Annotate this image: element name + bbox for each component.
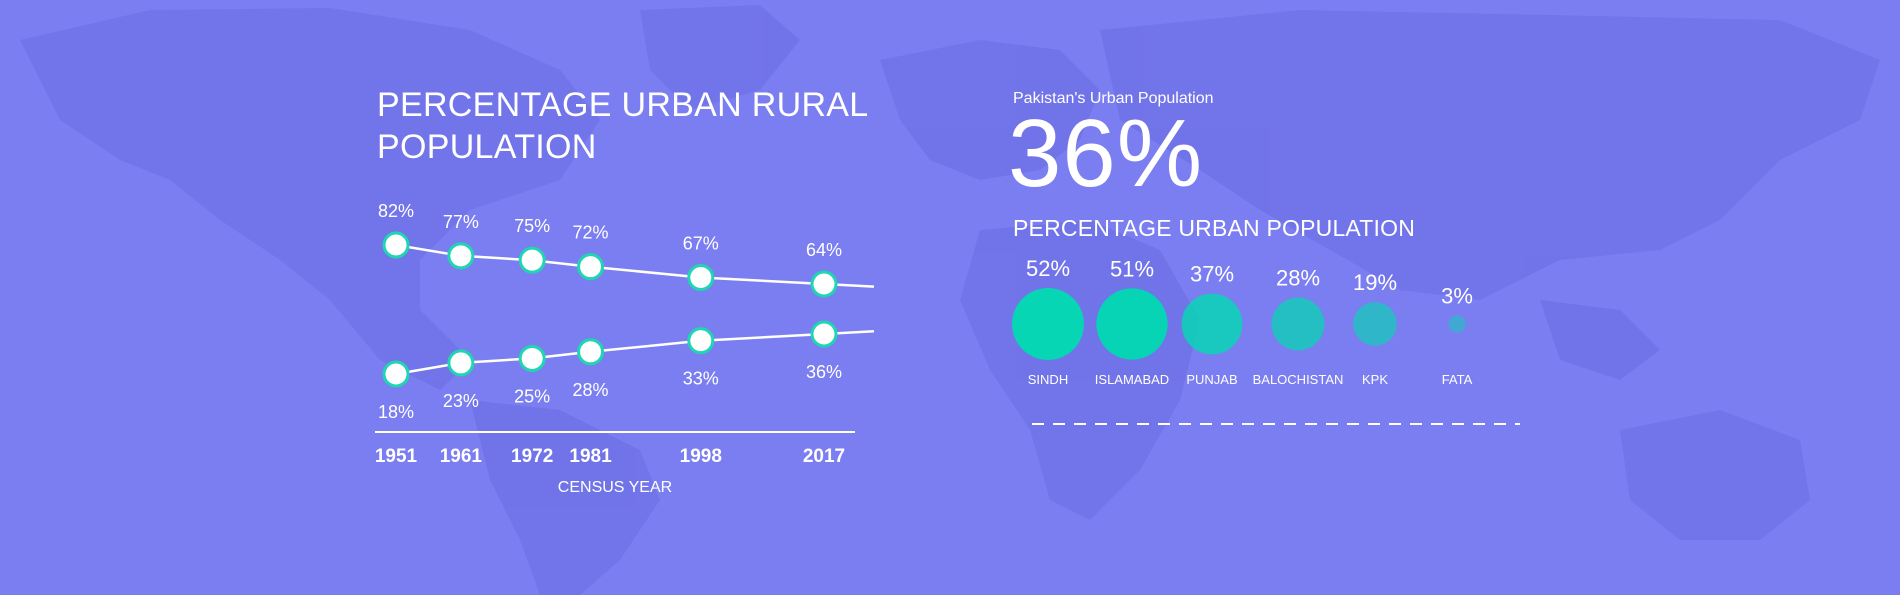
data-point — [577, 338, 605, 366]
data-point — [687, 327, 715, 355]
x-tick-label: 1961 — [440, 446, 483, 467]
southeast-asia-shape — [1540, 300, 1660, 380]
data-point — [382, 231, 410, 259]
bubble-value-label: 3% — [1441, 283, 1473, 308]
data-point — [810, 320, 838, 348]
asia-shape — [1100, 10, 1880, 300]
data-label: 72% — [573, 223, 609, 243]
urban-population-subtitle: Pakistan's Urban Population — [1013, 90, 1214, 107]
bubble-category-label: FATA — [1442, 372, 1473, 387]
bubble-fata — [1448, 315, 1466, 333]
data-point — [382, 360, 410, 388]
data-label: 75% — [514, 216, 550, 236]
data-label: 67% — [683, 234, 719, 254]
data-point — [447, 349, 475, 377]
europe-shape — [880, 40, 1100, 180]
data-label: 77% — [443, 212, 479, 232]
data-label: 25% — [514, 386, 550, 406]
data-point — [518, 246, 546, 274]
north-america-shape — [20, 8, 600, 390]
bubble-category-label: PUNJAB — [1186, 372, 1237, 387]
bubble-islamabad — [1096, 288, 1168, 360]
greenland-shape — [640, 5, 800, 110]
bubble-chart-title: PERCENTAGE URBAN POPULATION — [1013, 215, 1416, 241]
x-tick-label: 1951 — [375, 446, 418, 467]
bubble-category-label: KPK — [1362, 372, 1388, 387]
x-axis-label: CENSUS YEAR — [558, 479, 672, 496]
x-tick-label: 1981 — [569, 446, 612, 467]
chart-title: PERCENTAGE URBAN RURAL POPULATION — [377, 86, 868, 166]
data-label: 28% — [573, 380, 609, 400]
bubble-sindh — [1012, 288, 1084, 360]
data-label: 82% — [378, 201, 414, 221]
australia-shape — [1620, 410, 1810, 540]
bubble-value-label: 19% — [1353, 270, 1397, 295]
bubble-value-label: 51% — [1110, 256, 1154, 281]
x-tick-label: 2017 — [803, 446, 845, 467]
data-point — [447, 242, 475, 270]
urban-population-value: 36% — [1008, 100, 1204, 207]
data-point — [687, 264, 715, 291]
data-label: 33% — [683, 369, 719, 389]
data-point — [810, 270, 838, 298]
bubble-kpk — [1353, 302, 1397, 346]
data-label: 36% — [806, 362, 842, 382]
x-tick-label: 1972 — [511, 446, 553, 467]
bubble-punjab — [1181, 293, 1243, 355]
data-label: 23% — [443, 391, 479, 411]
south-america-shape — [470, 400, 660, 595]
x-tick-label: 1998 — [680, 446, 722, 467]
bubble-category-label: BALOCHISTAN — [1253, 372, 1344, 387]
data-label: 64% — [806, 240, 842, 260]
bubble-value-label: 28% — [1276, 266, 1320, 291]
bubble-value-label: 37% — [1190, 262, 1234, 287]
bubble-value-label: 52% — [1026, 256, 1070, 281]
bubble-category-label: ISLAMABAD — [1095, 372, 1169, 387]
data-point — [518, 344, 546, 372]
bubble-balochistan — [1271, 297, 1325, 351]
data-point — [577, 253, 605, 281]
bubble-category-label: SINDH — [1028, 372, 1068, 387]
data-label: 18% — [378, 402, 414, 422]
